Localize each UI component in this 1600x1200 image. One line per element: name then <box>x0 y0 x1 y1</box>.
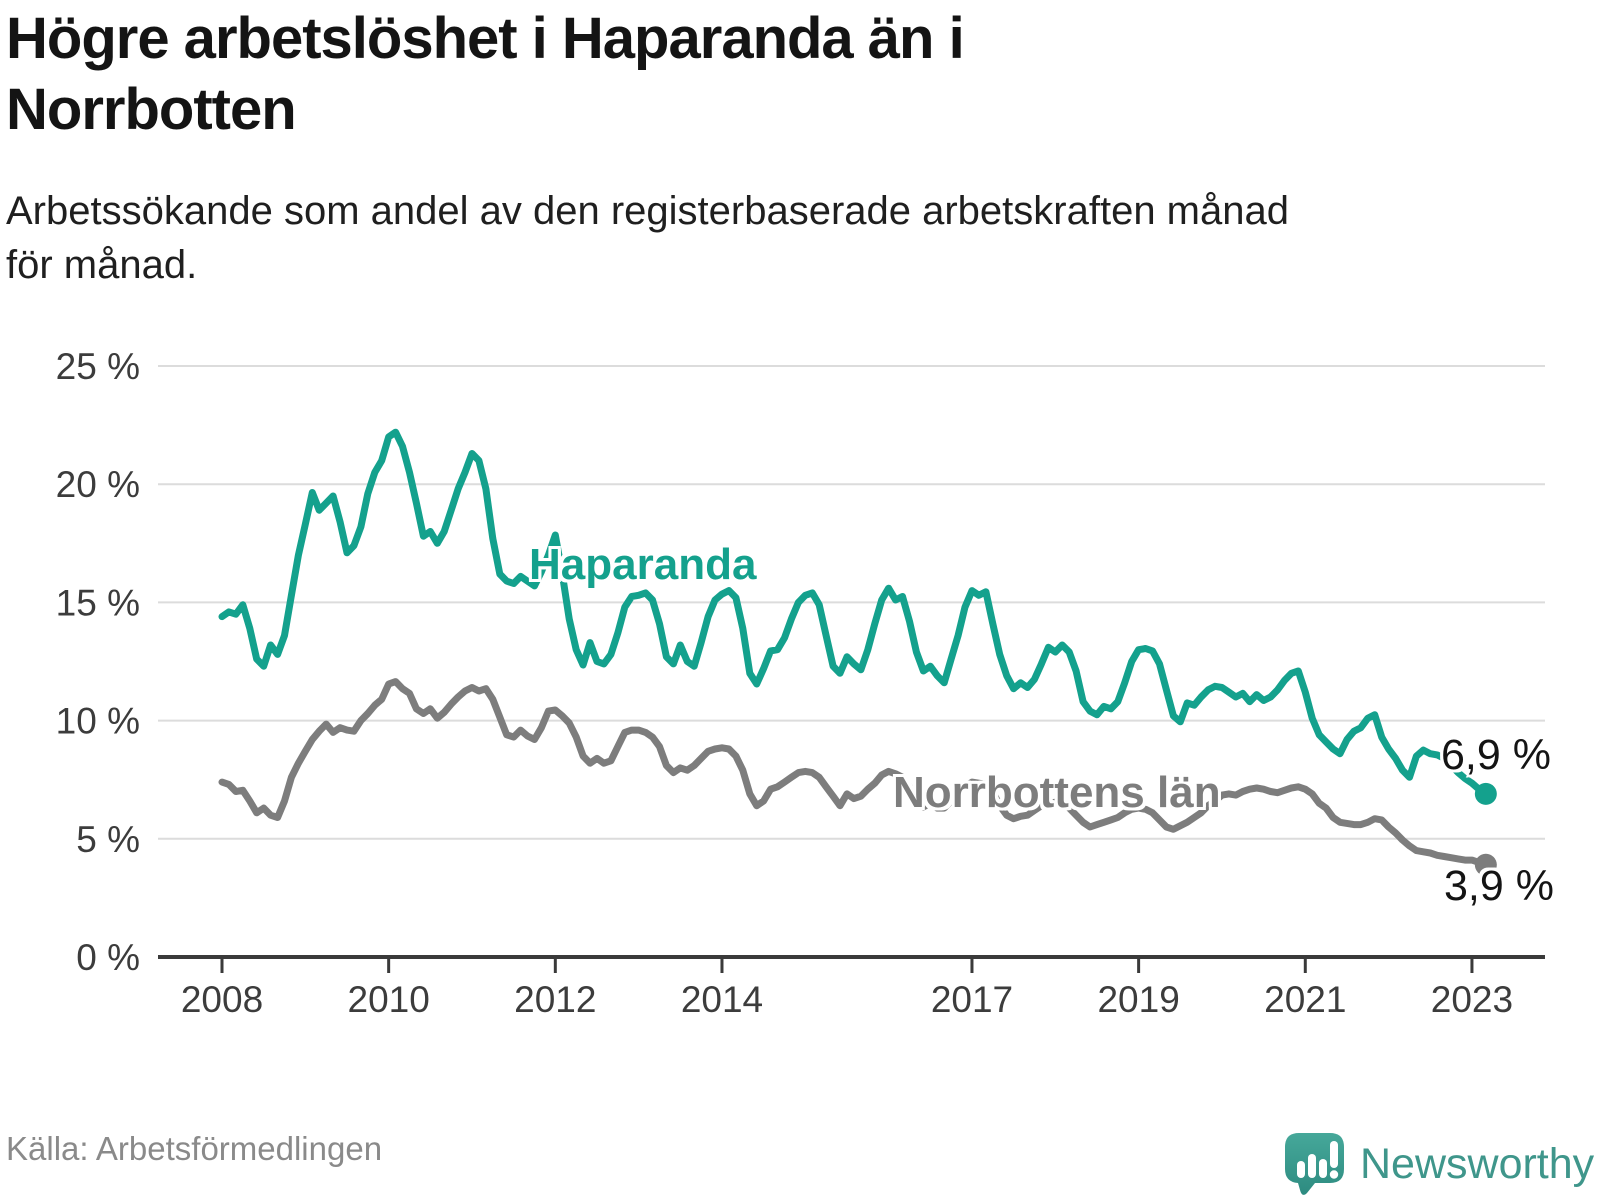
series-label-norrbotten: Norrbottens län <box>893 768 1221 817</box>
y-tick-label-25: 25 % <box>56 346 140 387</box>
y-tick-label-0: 0 % <box>76 937 140 978</box>
newsworthy-wordmark: Newsworthy <box>1360 1139 1595 1188</box>
series-end-dot-haparanda <box>1474 782 1497 805</box>
newsworthy-brand: Newsworthy <box>1284 1132 1594 1196</box>
chart-title: Högre arbetslöshet i Haparanda än i Norr… <box>6 4 1276 146</box>
end-value-label-haparanda: 6,9 % <box>1441 731 1551 779</box>
y-tick-label-20: 20 % <box>56 464 140 505</box>
series-end-dot-norrbotten <box>1474 853 1497 876</box>
y-tick-label-5: 5 % <box>76 819 140 860</box>
end-value-label-norrbotten: 3,9 % <box>1444 862 1554 910</box>
x-tick-label-2014: 2014 <box>681 979 763 1020</box>
chart-subtitle: Arbetssökande som andel av den registerb… <box>6 184 1566 292</box>
y-tick-label-15: 15 % <box>56 582 140 623</box>
chart-title-line2: Norrbotten <box>6 76 297 142</box>
x-tick-label-2019: 2019 <box>1097 979 1179 1020</box>
chart-subtitle-line1: Arbetssökande som andel av den registerb… <box>6 189 1289 233</box>
x-tick-label-2008: 2008 <box>181 979 263 1020</box>
x-tick-label-2017: 2017 <box>931 979 1013 1020</box>
chart-subtitle-line2: för månad. <box>6 243 198 287</box>
x-tick-label-2012: 2012 <box>514 979 596 1020</box>
bar-chart-speech-bubble-icon <box>1285 1133 1344 1195</box>
x-tick-label-2023: 2023 <box>1431 979 1513 1020</box>
series-line-norrbotten <box>218 678 1490 869</box>
x-tick-label-2021: 2021 <box>1264 979 1346 1020</box>
chart-title-line1: Högre arbetslöshet i Haparanda än i <box>6 6 965 71</box>
y-tick-label-10: 10 % <box>56 701 140 742</box>
series-line-haparanda <box>218 428 1490 798</box>
source-note: Källa: Arbetsförmedlingen <box>6 1130 383 1167</box>
x-tick-label-2010: 2010 <box>348 979 430 1020</box>
series-label-haparanda: Haparanda <box>529 540 757 589</box>
